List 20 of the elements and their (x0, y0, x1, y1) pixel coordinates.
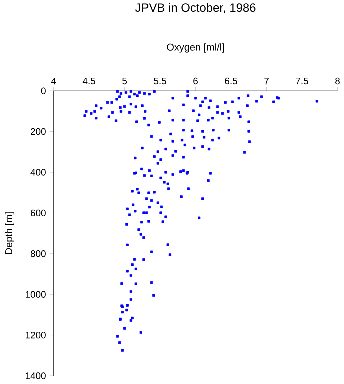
x-tick-label: 5.5 (154, 78, 167, 85)
x-tick-label: 6.5 (225, 78, 238, 85)
x-tick-label: 4 (52, 78, 56, 85)
y-tick-label: 1400 (26, 372, 46, 380)
y-tick-label: 1200 (26, 332, 46, 339)
x-tick-label: 7 (264, 78, 270, 85)
x-tick-label: 6 (194, 78, 198, 85)
x-tick-label: 4.5 (83, 78, 96, 85)
chart-title: JPVB in October, 1986 (136, 3, 256, 14)
y-tick-label: 200 (31, 128, 46, 136)
x-axis-title: Oxygen [ml/l] (167, 44, 224, 53)
y-tick-label: 400 (30, 169, 46, 176)
y-axis-title: Depth [m] (5, 212, 15, 254)
x-tick-label: 7.5 (296, 78, 309, 85)
y-tick-label: 600 (31, 210, 46, 217)
y-tick-label: 1000 (26, 291, 46, 298)
x-tick-label: 8 (336, 78, 340, 85)
y-tick-label: 800 (31, 250, 46, 258)
y-tick-label: 0 (42, 88, 46, 94)
x-tick-label: 5 (122, 78, 128, 85)
